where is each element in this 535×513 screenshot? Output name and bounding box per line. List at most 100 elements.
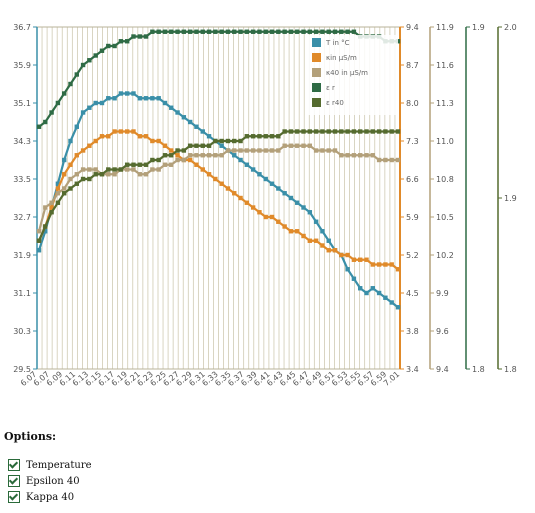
options-panel: Options: Temperature Epsilon 40 Kappa 40 — [4, 430, 92, 505]
data-point — [351, 29, 357, 34]
data-point — [269, 214, 275, 220]
legend-item-epsilon[interactable]: ε r — [306, 80, 398, 95]
data-point — [43, 229, 48, 234]
data-point — [364, 257, 369, 262]
data-point — [213, 153, 218, 158]
data-point — [232, 191, 237, 196]
data-point — [370, 153, 376, 158]
data-point — [87, 176, 92, 182]
data-point — [169, 105, 174, 110]
legend-item-temperature[interactable]: T in °C — [306, 35, 398, 50]
data-point — [213, 138, 218, 144]
y-tick-label: 35.9 — [13, 61, 31, 70]
data-point — [339, 153, 344, 158]
data-point — [263, 29, 268, 34]
data-point — [313, 29, 319, 34]
data-point — [295, 229, 300, 234]
legend-item-epsilon40[interactable]: ε r40 — [306, 95, 398, 110]
data-point — [194, 143, 199, 148]
data-point — [156, 138, 161, 144]
checkbox-epsilon-40[interactable] — [8, 475, 20, 487]
data-point — [250, 148, 256, 153]
checkbox-kappa-40[interactable] — [8, 491, 20, 503]
data-point — [55, 186, 61, 191]
data-point — [238, 148, 243, 153]
data-point — [181, 148, 187, 153]
data-point — [320, 148, 325, 153]
data-point — [87, 167, 92, 172]
data-point — [307, 143, 313, 148]
data-point — [61, 172, 67, 177]
data-point — [250, 167, 256, 172]
data-point — [36, 124, 42, 129]
data-point — [263, 214, 268, 220]
data-point — [55, 200, 61, 205]
data-point — [301, 129, 306, 134]
data-point — [332, 29, 338, 34]
data-point — [358, 129, 363, 134]
data-point — [93, 172, 98, 177]
data-point — [282, 29, 287, 34]
data-point — [244, 29, 250, 34]
data-point — [269, 134, 275, 139]
data-point — [282, 224, 287, 229]
legend-swatch — [312, 53, 321, 62]
data-point — [181, 157, 187, 163]
data-point — [219, 181, 224, 186]
data-point — [80, 62, 86, 68]
data-point — [162, 162, 168, 167]
data-point — [68, 138, 73, 144]
option-epsilon-40[interactable]: Epsilon 40 — [4, 473, 92, 489]
data-point — [288, 129, 294, 134]
legend-item-kappa[interactable]: κin µS/m — [306, 50, 398, 65]
data-point — [87, 143, 92, 148]
data-point — [175, 148, 180, 153]
data-point — [162, 29, 168, 34]
data-point — [332, 248, 338, 253]
option-kappa-40[interactable]: Kappa 40 — [4, 489, 92, 505]
data-point — [244, 134, 250, 139]
series-line — [37, 144, 398, 232]
data-point — [169, 29, 174, 34]
data-point — [339, 252, 344, 258]
data-point — [238, 138, 243, 144]
data-point — [282, 143, 287, 148]
data-point — [106, 96, 111, 101]
option-label: Temperature — [26, 459, 92, 471]
option-temperature[interactable]: Temperature — [4, 457, 92, 473]
data-point — [156, 167, 161, 172]
data-point — [143, 96, 149, 101]
data-point — [320, 243, 325, 248]
data-point — [162, 153, 168, 158]
data-point — [124, 162, 130, 167]
data-point — [320, 229, 325, 234]
legend-item-kappa40[interactable]: κ40 in µS/m — [306, 65, 398, 80]
data-point — [370, 129, 376, 134]
data-point — [288, 143, 294, 148]
checkbox-temperature[interactable] — [8, 459, 20, 471]
right-tick-label: 10.8 — [436, 175, 454, 184]
data-point — [150, 157, 155, 163]
data-point — [93, 138, 98, 144]
legend-label: κ40 in µS/m — [326, 68, 368, 77]
data-point — [257, 29, 262, 34]
data-point — [288, 229, 294, 234]
y-tick-label: 29.5 — [13, 365, 31, 374]
right-tick-label: 10.5 — [436, 213, 454, 222]
data-point — [200, 143, 205, 148]
data-point — [257, 210, 262, 215]
y-tick-label: 35.1 — [13, 99, 31, 108]
data-point — [124, 91, 130, 96]
right-tick-label: 7.3 — [406, 137, 419, 146]
data-point — [269, 181, 275, 186]
data-point — [232, 29, 237, 34]
data-point — [194, 153, 199, 158]
legend-swatch — [312, 68, 321, 77]
data-point — [99, 48, 105, 53]
series-line — [37, 130, 399, 271]
data-point — [383, 157, 388, 163]
data-point — [376, 157, 382, 163]
y-tick-label: 30.3 — [13, 327, 31, 336]
data-point — [238, 29, 243, 34]
y-tick-label: 31.9 — [13, 251, 31, 260]
